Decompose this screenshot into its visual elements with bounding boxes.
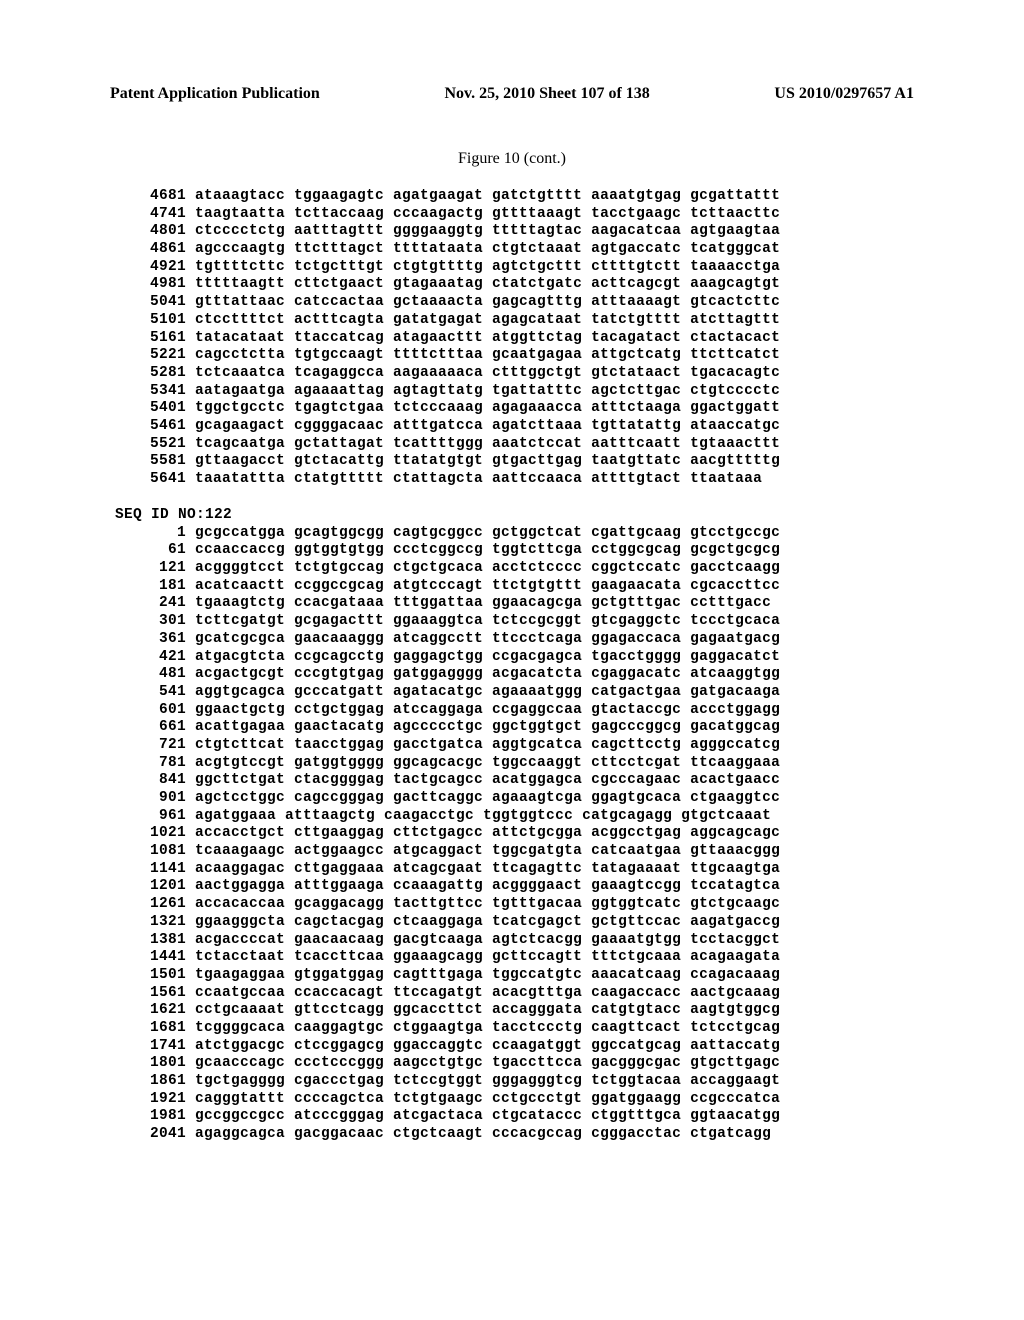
header-center: Nov. 25, 2010 Sheet 107 of 138: [444, 85, 649, 103]
sequence-block-2: 1 gcgccatgga gcagtggcgg cagtgcggcc gctgg…: [150, 525, 1024, 1144]
page-header: Patent Application Publication Nov. 25, …: [0, 85, 1024, 103]
sequence-block-1: 4681 ataaagtacc tggaagagtc agatgaagat ga…: [150, 188, 1024, 489]
header-left: Patent Application Publication: [110, 85, 320, 103]
header-right: US 2010/0297657 A1: [774, 85, 914, 103]
figure-title: Figure 10 (cont.): [0, 150, 1024, 168]
seq-id-label: SEQ ID NO:122: [115, 507, 1024, 523]
